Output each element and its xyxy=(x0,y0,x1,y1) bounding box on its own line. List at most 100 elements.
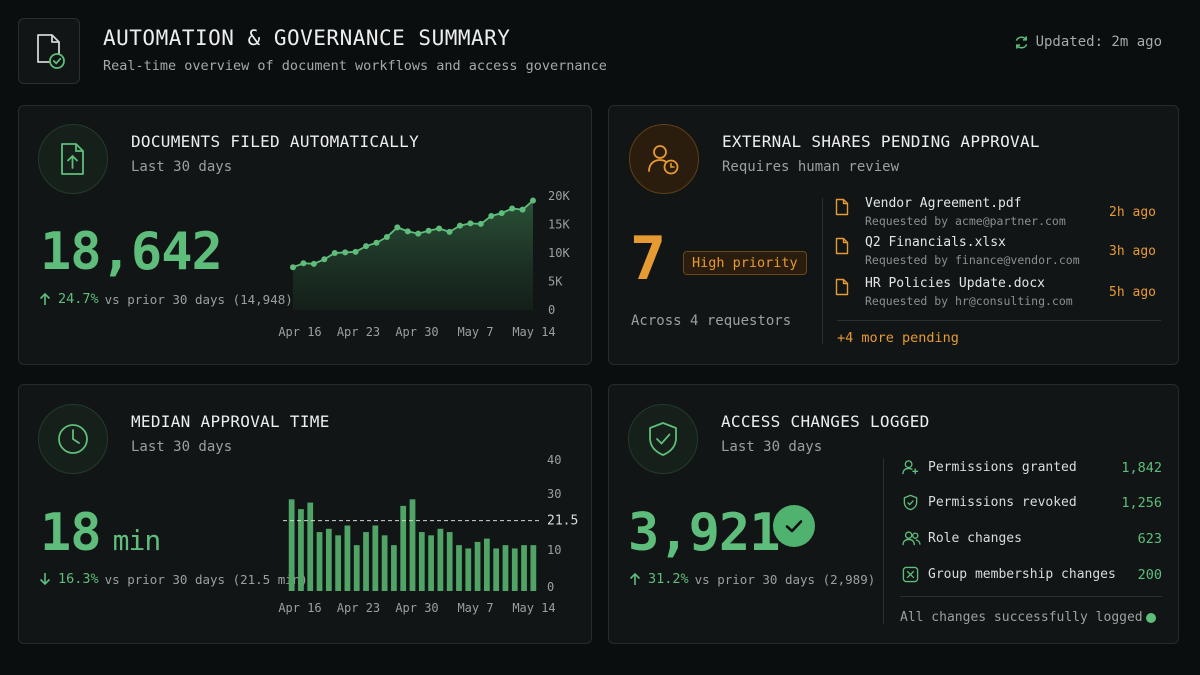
share-file-name: Vendor Agreement.pdf xyxy=(865,196,1022,211)
users-icon xyxy=(902,531,921,546)
median-approval-number: 18 xyxy=(40,503,102,563)
bar xyxy=(437,528,444,591)
data-point xyxy=(446,228,453,235)
user-clock-icon-circle xyxy=(629,124,699,194)
median-approval-delta-pct: 16.3% xyxy=(58,571,99,587)
access-footer: All changes successfully logged xyxy=(900,610,1162,625)
documents-filed-delta: 24.7% vs prior 30 days (14,948) xyxy=(38,291,293,307)
y-tick-label: 40 xyxy=(547,453,561,467)
data-point xyxy=(310,260,317,267)
median-approval-card xyxy=(18,384,592,644)
bar xyxy=(335,535,342,591)
shield-icon xyxy=(903,494,918,511)
bar xyxy=(428,535,434,591)
share-requested-by: Requested by hr@consulting.com xyxy=(865,294,1073,308)
user-plus-icon xyxy=(902,460,919,475)
y-tick-label: 5K xyxy=(548,275,563,289)
requestors-count: Across 4 requestors xyxy=(631,313,792,329)
external-shares-value: 7 xyxy=(630,224,666,294)
document-upload-icon xyxy=(61,143,84,175)
data-point xyxy=(477,220,484,227)
bar xyxy=(316,532,323,591)
arrow-up-icon xyxy=(39,292,51,305)
y-tick-label: 10 xyxy=(547,543,561,557)
updated-status[interactable]: Updated: 2m ago xyxy=(1014,34,1162,50)
x-tick-label: May 7 xyxy=(457,325,493,339)
y-tick-label: 30 xyxy=(547,487,561,501)
data-point xyxy=(331,250,338,256)
x-tick-label: May 14 xyxy=(512,325,555,339)
data-point xyxy=(530,197,536,204)
y-tick-label: 15K xyxy=(548,218,570,232)
clock-icon-circle xyxy=(38,404,108,474)
bar xyxy=(353,545,360,591)
share-time: 2h ago xyxy=(1109,205,1156,220)
reference-label: 21.5 xyxy=(547,514,578,529)
user-clock-icon xyxy=(648,145,679,175)
data-point xyxy=(300,260,307,267)
clock-icon xyxy=(58,424,88,454)
check-icon xyxy=(785,520,803,533)
access-changes-period: Last 30 days xyxy=(721,439,823,455)
bar xyxy=(418,532,425,591)
updated-text: Updated: 2m ago xyxy=(1035,34,1162,50)
bar xyxy=(298,509,304,591)
x-tick-label: Apr 16 xyxy=(278,601,321,615)
data-point xyxy=(519,206,526,213)
data-point xyxy=(488,212,495,219)
data-point xyxy=(342,249,349,256)
access-changes-delta: 31.2% vs prior 30 days (2,989) xyxy=(628,571,875,587)
data-point xyxy=(321,256,328,263)
data-point xyxy=(352,248,359,255)
share-item-3[interactable]: HR Policies Update.docx Requested by hr@… xyxy=(835,276,1162,308)
logged-check-badge xyxy=(773,505,815,547)
data-point xyxy=(425,227,432,234)
shield-icon-circle xyxy=(628,404,698,474)
priority-badge: High priority xyxy=(683,251,807,275)
data-point xyxy=(363,243,370,250)
documents-filed-value: 18,642 xyxy=(40,222,223,282)
data-point xyxy=(498,210,505,217)
access-divider xyxy=(883,458,884,624)
share-file-name: Q2 Financials.xlsx xyxy=(865,235,1006,250)
access-changes-title: ACCESS CHANGES LOGGED xyxy=(721,412,930,431)
x-tick-label: Apr 30 xyxy=(395,325,438,339)
share-requested-by: Requested by finance@vendor.com xyxy=(865,253,1080,267)
data-point xyxy=(394,224,401,231)
share-item-1[interactable]: Vendor Agreement.pdf Requested by acme@p… xyxy=(835,196,1162,228)
bar xyxy=(372,525,379,591)
upload-icon-circle xyxy=(38,124,108,194)
access-list-divider xyxy=(900,596,1162,597)
access-row-value: 1,842 xyxy=(1121,460,1162,476)
y-tick-label: 0 xyxy=(547,580,554,594)
shield-check-icon xyxy=(649,422,677,456)
bar xyxy=(288,499,295,591)
median-approval-period: Last 30 days xyxy=(131,439,233,455)
bar xyxy=(344,525,351,591)
access-row-value: 1,256 xyxy=(1121,495,1162,511)
share-file-name: HR Policies Update.docx xyxy=(865,276,1046,291)
y-tick-label: 0 xyxy=(548,303,555,317)
data-point xyxy=(290,264,296,271)
bar xyxy=(363,532,369,591)
data-point xyxy=(404,228,411,235)
file-icon xyxy=(835,237,849,255)
median-approval-delta: 16.3% vs prior 30 days (21.5 min) xyxy=(38,571,308,587)
access-row-value: 623 xyxy=(1137,531,1162,547)
arrow-down-icon xyxy=(39,573,51,586)
page-title: AUTOMATION & GOVERNANCE SUMMARY xyxy=(103,26,511,50)
access-row-label: Permissions revoked xyxy=(928,495,1077,510)
share-item-2[interactable]: Q2 Financials.xlsx Requested by finance@… xyxy=(835,235,1162,267)
access-changes-delta-text: vs prior 30 days (2,989) xyxy=(694,571,876,587)
access-footer-text: All changes successfully logged xyxy=(900,610,1143,625)
data-point xyxy=(436,225,443,232)
bar xyxy=(502,545,509,591)
app-logo xyxy=(18,18,80,84)
access-row-label: Group membership changes xyxy=(928,567,1116,582)
file-icon xyxy=(835,198,849,216)
more-pending-link[interactable]: +4 more pending xyxy=(837,330,959,346)
x-tick-label: May 14 xyxy=(512,601,555,615)
bar xyxy=(391,545,397,591)
x-tick-label: Apr 16 xyxy=(278,325,321,339)
